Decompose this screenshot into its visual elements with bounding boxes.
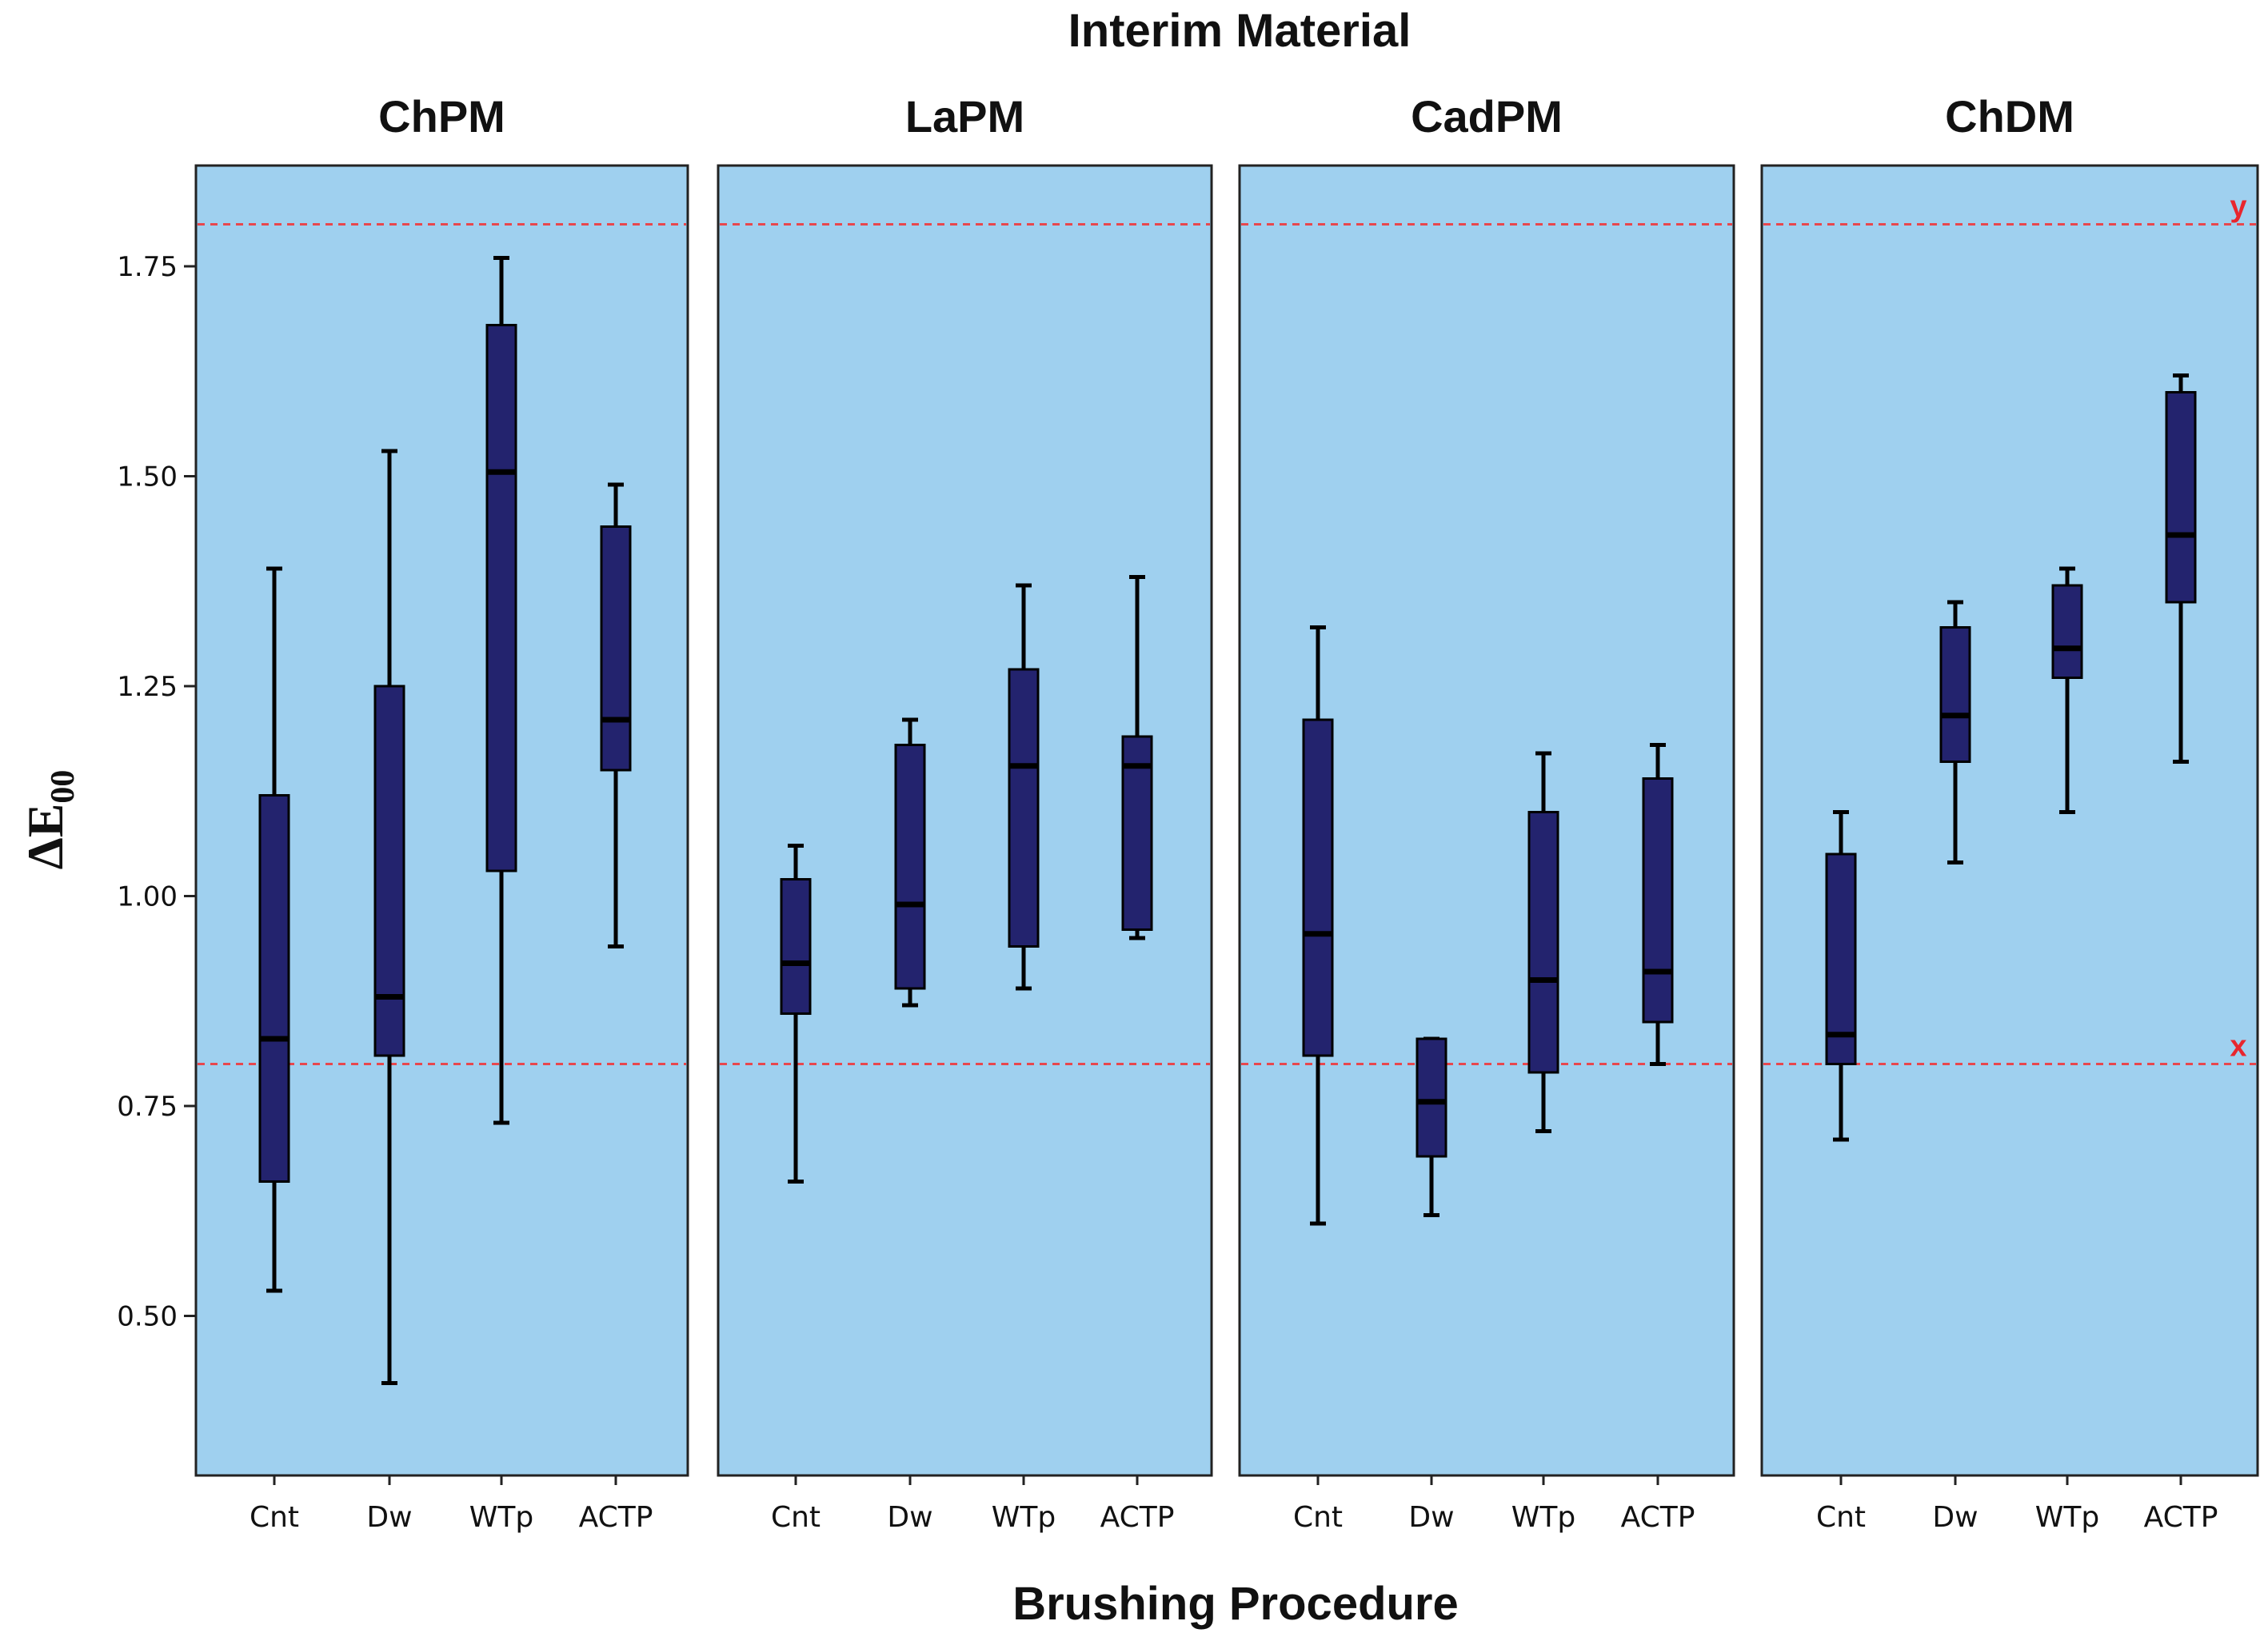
box-iqr: [485, 324, 517, 872]
box-cadpm-dw: [1416, 1036, 1447, 1217]
x-tick-label: Dw: [1408, 1501, 1454, 1534]
x-tick-label: Dw: [1932, 1501, 1978, 1534]
y-axis-label: ΔE00: [17, 770, 82, 870]
box-lapm-cnt: [780, 844, 812, 1184]
box-chdm-wtp: [2051, 566, 2083, 814]
box-iqr: [600, 525, 632, 772]
panel-cadpm: CadPM Cnt Dw WTp ACTP: [1238, 91, 1735, 1534]
x-tick-label: Dw: [366, 1501, 412, 1534]
y-axis-label-main: ΔE: [17, 804, 74, 870]
x-tick-label: Cnt: [1293, 1501, 1343, 1534]
box-cadpm-actp: [1642, 743, 1674, 1066]
x-tick-label: WTp: [1511, 1501, 1575, 1534]
panel-title: CadPM: [1411, 91, 1563, 142]
box-iqr: [1825, 852, 1857, 1065]
y-axis: 0.50 0.75 1.00 1.25 1.50 1.75 ΔE00: [17, 166, 198, 1475]
y-tick-label: 1.75: [117, 251, 178, 283]
y-axis-label-subscript: 00: [45, 770, 82, 804]
box-lapm-dw: [894, 717, 926, 1008]
box-iqr: [1008, 668, 1040, 948]
box-iqr: [1527, 811, 1559, 1074]
panel-title: ChDM: [1945, 91, 2074, 142]
box-iqr: [1939, 626, 1971, 763]
box-iqr: [1302, 718, 1334, 1057]
x-tick-label: Cnt: [1816, 1501, 1866, 1534]
box-chdm-cnt: [1825, 810, 1857, 1142]
box-chpm-dw: [373, 449, 405, 1385]
panel-title: LaPM: [905, 91, 1024, 142]
x-tick-label: Dw: [887, 1501, 932, 1534]
box-chpm-wtp: [485, 256, 517, 1125]
box-iqr: [1642, 777, 1674, 1024]
box-iqr: [258, 794, 290, 1183]
reference-label-x: x: [2230, 1030, 2246, 1064]
y-tick-label: 1.25: [117, 671, 178, 703]
x-axis-label: Brushing Procedure: [1012, 1578, 1459, 1630]
box-iqr: [780, 878, 812, 1015]
y-tick-label: 0.75: [117, 1091, 178, 1123]
panel-lapm: LaPM Cnt Dw WTp ACTP: [717, 91, 1213, 1534]
box-iqr: [2165, 391, 2197, 604]
panel-title: ChPM: [378, 91, 505, 142]
panel-background: [1760, 164, 2259, 1477]
x-tick-label: Cnt: [771, 1501, 821, 1534]
y-tick-label: 1.50: [117, 461, 178, 493]
box-lapm-actp: [1121, 575, 1153, 940]
reference-label-y: y: [2230, 190, 2246, 224]
box-cadpm-cnt: [1302, 625, 1334, 1226]
chart-panels: ChPM Cnt Dw WTp ACTP LaPM Cnt Dw WTp ACTP CadPM Cnt…: [194, 91, 2259, 1534]
box-iqr: [1416, 1037, 1447, 1158]
panel-chdm: ChDM x y Cnt Dw WTp ACTP: [1760, 91, 2259, 1534]
x-tick-label: WTp: [2035, 1501, 2099, 1534]
box-chpm-cnt: [258, 566, 290, 1293]
x-tick-label: ACTP: [2144, 1501, 2218, 1534]
box-chdm-dw: [1939, 600, 1971, 864]
box-iqr: [2051, 584, 2083, 679]
box-cadpm-wtp: [1527, 751, 1559, 1133]
box-chdm-actp: [2165, 373, 2197, 764]
y-tick-label: 1.00: [117, 881, 178, 913]
y-tick-label: 0.50: [117, 1301, 178, 1333]
box-iqr: [373, 685, 405, 1057]
chart-title: Interim Material: [1068, 5, 1412, 57]
x-tick-label: ACTP: [579, 1501, 653, 1534]
box-chpm-actp: [600, 482, 632, 948]
x-tick-label: ACTP: [1621, 1501, 1695, 1534]
x-tick-label: ACTP: [1100, 1501, 1175, 1534]
panel-chpm: ChPM Cnt Dw WTp ACTP: [194, 91, 689, 1534]
x-tick-label: WTp: [469, 1501, 533, 1534]
x-tick-label: Cnt: [250, 1501, 299, 1534]
box-iqr: [894, 744, 926, 990]
x-tick-label: WTp: [992, 1501, 1056, 1534]
box-lapm-wtp: [1008, 583, 1040, 991]
